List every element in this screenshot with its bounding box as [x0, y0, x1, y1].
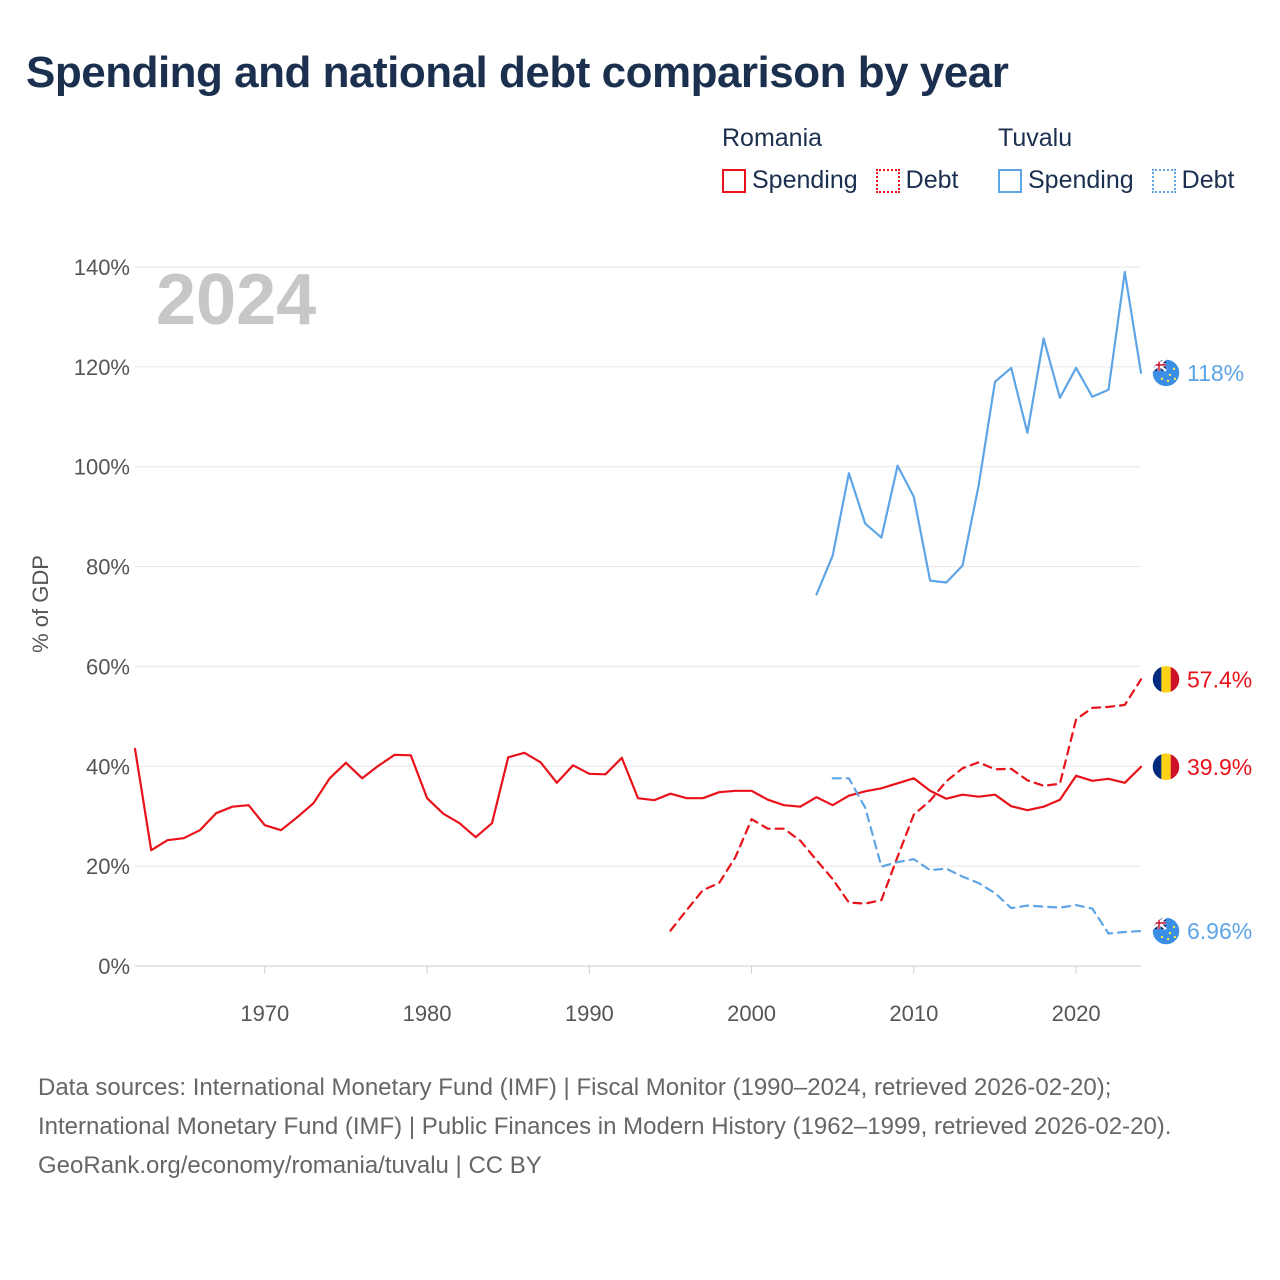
x-tick-label: 2020 [1052, 1001, 1101, 1026]
legend-swatch-solid [722, 168, 746, 193]
chart-title: Spending and national debt comparison by… [26, 48, 1009, 97]
legend-item-tuvalu-spending[interactable]: Spending [998, 166, 1134, 195]
x-tick-label: 1980 [403, 1001, 452, 1026]
legend-country-romania: Romania [722, 124, 823, 152]
x-tick-label: 1990 [565, 1001, 614, 1026]
end-marker-tuvalu-spending: 118% [1151, 358, 1244, 388]
legend-group-tuvalu: Tuvalu Spending Debt [998, 124, 1234, 195]
y-tick-label: 100% [74, 455, 130, 480]
end-marker-romania-spending: 39.9% [1151, 752, 1252, 782]
legend-country-tuvalu: Tuvalu [998, 124, 1073, 152]
end-value-label: 118% [1187, 360, 1244, 386]
legend-item-romania-spending[interactable]: Spending [722, 166, 858, 195]
x-tick-label: 2000 [727, 1001, 776, 1026]
romania-flag-icon [1152, 665, 1180, 694]
legend-item-romania-debt[interactable]: Debt [875, 166, 959, 195]
series-line-tuvalu-spending[interactable] [815, 270, 1143, 596]
romania-flag-icon [1152, 752, 1180, 781]
tuvalu-flag-icon [1152, 358, 1180, 387]
legend-swatch-solid [998, 168, 1022, 193]
data-sources: Data sources: International Monetary Fun… [38, 1074, 1172, 1140]
end-value-label: 6.96% [1187, 918, 1252, 944]
footer: Data sources: International Monetary Fun… [38, 1068, 1243, 1185]
x-tick-label: 2010 [889, 1001, 938, 1026]
legend-label: Debt [905, 166, 959, 194]
credit-link[interactable]: GeoRank.org/economy/romania/tuvalu | CC … [38, 1152, 542, 1179]
y-tick-label: 80% [86, 555, 130, 580]
y-tick-label: 20% [86, 854, 130, 879]
y-tick-label: 60% [86, 654, 130, 679]
series-line-romania-debt[interactable] [669, 678, 1143, 932]
y-tick-label: 40% [86, 754, 130, 779]
x-axis: 1970 1980 1990 2000 2010 2020 [240, 966, 1101, 1026]
legend-group-romania: Romania Spending Debt [722, 124, 976, 195]
end-value-label: 39.9% [1187, 754, 1252, 780]
series-layer [133, 270, 1143, 935]
y-tick-label: 120% [74, 355, 130, 380]
legend-label: Spending [1028, 166, 1134, 194]
end-marker-romania-debt: 57.4% [1151, 664, 1252, 695]
end-markers: 39.9% 57.4% 118% 6.96% [1151, 358, 1252, 946]
legend-label: Spending [752, 166, 858, 194]
x-tick-label: 1970 [240, 1001, 289, 1026]
series-line-tuvalu-debt[interactable] [831, 777, 1143, 935]
legend-swatch-dotted [1151, 168, 1176, 193]
legend-label: Debt [1181, 166, 1235, 194]
legend-item-tuvalu-debt[interactable]: Debt [1151, 166, 1235, 195]
series-line-romania-spending[interactable] [133, 747, 1143, 852]
end-marker-tuvalu-debt: 6.96% [1151, 916, 1252, 946]
year-label: 2024 [156, 260, 316, 340]
legend-swatch-dotted [875, 168, 900, 193]
y-tick-label: 140% [74, 255, 130, 280]
y-tick-label: 0% [98, 954, 130, 979]
y-axis: 0% 20% 40% 60% 80% 100% 120% 140% [74, 255, 130, 979]
line-chart: 2024 0% 20% 40% 60% 80% 100% 120% 140% 1970 1980… [28, 255, 1252, 1026]
end-value-label: 57.4% [1187, 666, 1252, 692]
y-axis-title: % of GDP [28, 555, 53, 653]
chart-grid [135, 266, 1141, 967]
